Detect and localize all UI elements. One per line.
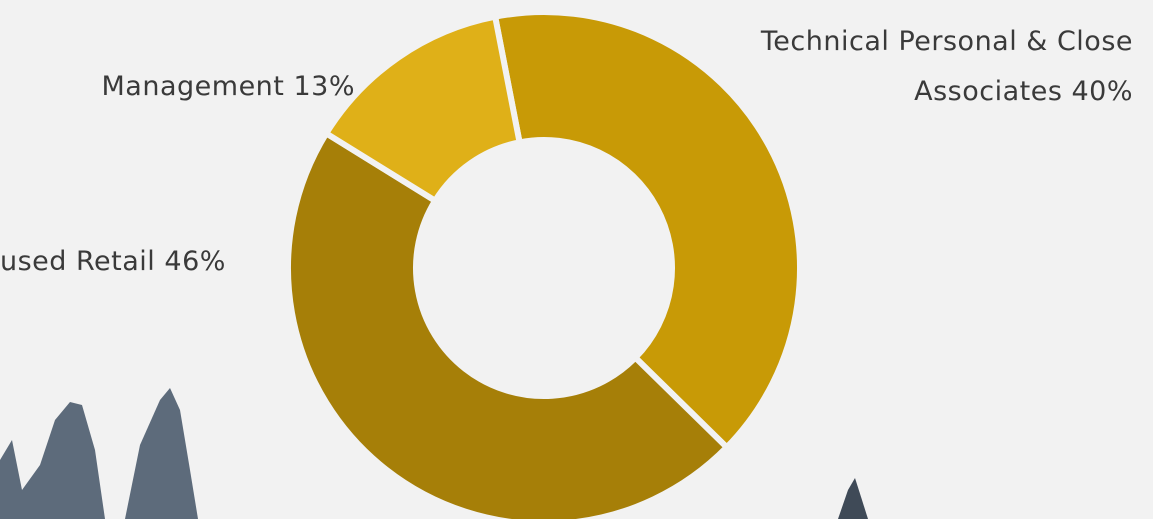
value-label: 40% xyxy=(1071,76,1133,107)
slice-label: Management 13% xyxy=(102,62,355,112)
donut-slice xyxy=(285,130,730,519)
category-label: Management xyxy=(101,71,285,102)
donut xyxy=(285,9,803,519)
value-label: 46% xyxy=(164,246,226,277)
value-label: 13% xyxy=(293,71,355,102)
donut-slice xyxy=(492,9,803,451)
mountain xyxy=(125,388,198,519)
background-mountains xyxy=(0,388,868,519)
slice-label: used Retail 46% xyxy=(0,237,226,287)
slice-label: Technical Personal & Close Associates 40… xyxy=(733,17,1133,117)
mountain xyxy=(0,402,105,519)
mountain xyxy=(838,478,868,519)
category-label: used Retail xyxy=(0,246,156,277)
category-label: Technical Personal & Close Associates xyxy=(760,26,1133,107)
donut-slice xyxy=(323,13,523,204)
